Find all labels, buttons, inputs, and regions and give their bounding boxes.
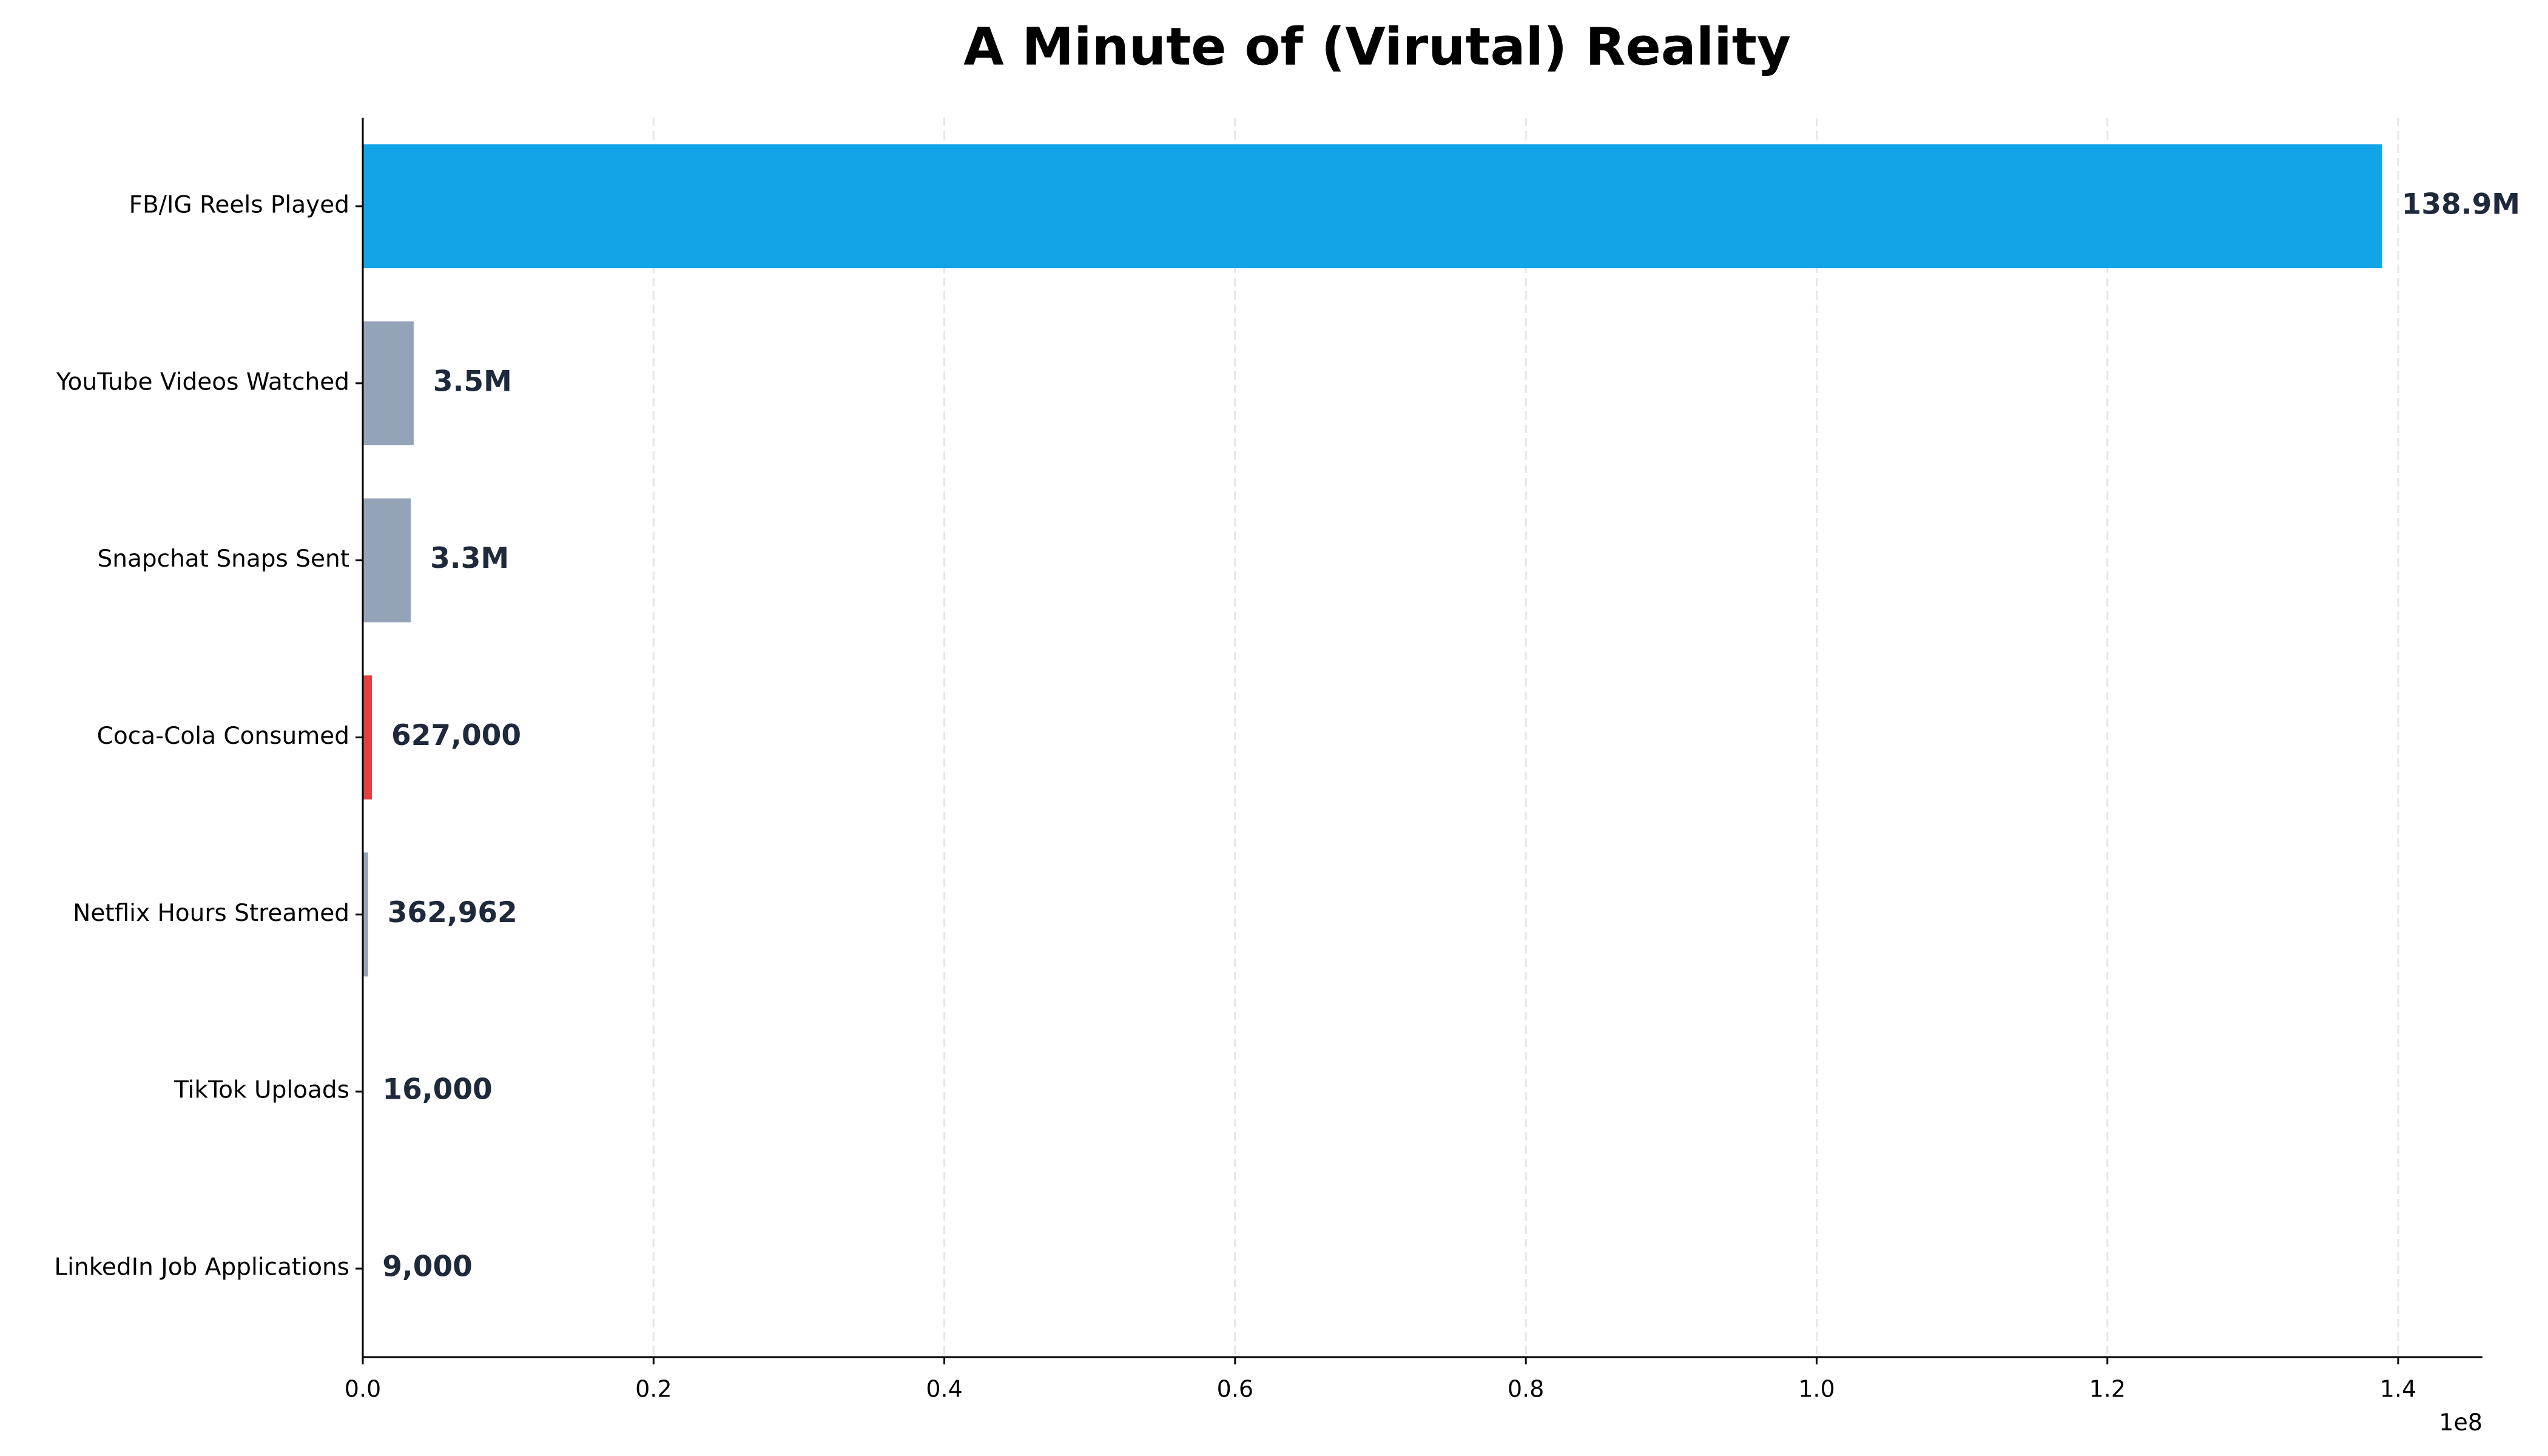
- value-label: 9,000: [382, 1250, 473, 1284]
- x-tick-label: 0.0: [345, 1376, 381, 1403]
- value-label: 3.3M: [430, 542, 509, 575]
- chart-title: A Minute of (Virutal) Reality: [963, 16, 1791, 77]
- bar: [363, 144, 2382, 269]
- bar: [363, 852, 368, 977]
- y-tick-label: TikTok Uploads: [174, 1077, 349, 1104]
- x-tick-label: 0.4: [926, 1376, 962, 1403]
- x-tick-label: 0.2: [635, 1376, 672, 1403]
- y-tick-label: Netflix Hours Streamed: [73, 900, 349, 927]
- x-tick-label: 1.0: [1798, 1376, 1835, 1403]
- y-tick-label: YouTube Videos Watched: [56, 368, 349, 396]
- y-tick-label: Coca-Cola Consumed: [97, 723, 349, 750]
- value-label: 627,000: [391, 719, 521, 752]
- value-label: 138.9M: [2402, 187, 2520, 221]
- x-offset-label: 1e8: [2439, 1409, 2482, 1436]
- x-tick-label: 1.2: [2089, 1376, 2126, 1403]
- bar: [363, 498, 411, 622]
- x-tick-label: 0.8: [1508, 1376, 1544, 1403]
- y-tick-label: Snapchat Snaps Sent: [98, 545, 349, 573]
- x-tick-label: 1.4: [2380, 1376, 2416, 1403]
- bar: [363, 675, 372, 800]
- y-tick-label: FB/IG Reels Played: [129, 191, 349, 218]
- value-label: 3.5M: [433, 365, 512, 398]
- value-label: 362,962: [388, 896, 517, 929]
- bar: [363, 321, 414, 445]
- y-tick-label: LinkedIn Job Applications: [54, 1254, 349, 1281]
- value-label: 16,000: [382, 1073, 492, 1107]
- x-tick-label: 0.6: [1217, 1376, 1253, 1403]
